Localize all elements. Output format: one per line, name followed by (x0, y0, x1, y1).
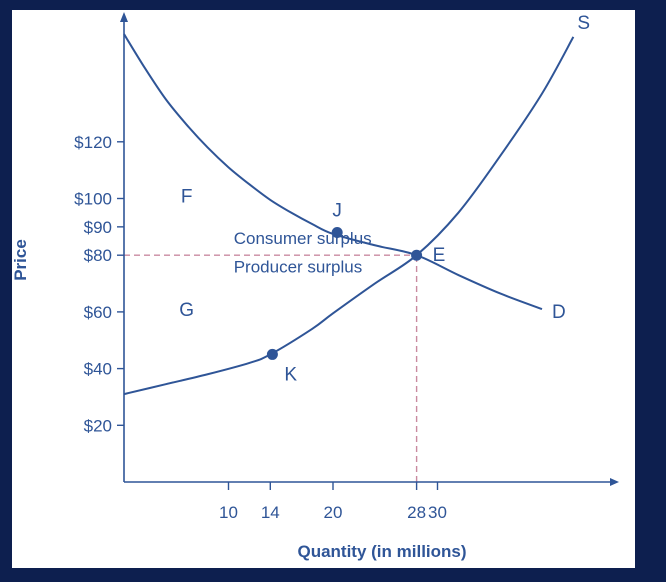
y-tick-label: $80 (84, 246, 112, 265)
x-tick-label: 14 (261, 503, 280, 522)
y-tick-label: $40 (84, 360, 112, 379)
consumer-surplus-label: Consumer surplus (234, 229, 372, 248)
y-tick-label: $120 (74, 133, 112, 152)
x-tick-label: 28 (407, 503, 426, 522)
point-e (411, 249, 423, 261)
y-tick-label: $100 (74, 190, 112, 209)
supply-curve-label: S (577, 13, 590, 34)
point-k (266, 348, 278, 360)
point-j (331, 227, 343, 239)
x-tick-label: 20 (324, 503, 343, 522)
demand-curve-label: D (552, 302, 566, 323)
point-k-label: K (284, 364, 297, 385)
area-g-label: G (179, 300, 194, 321)
x-tick-label: 10 (219, 503, 238, 522)
y-axis-arrow (120, 12, 128, 22)
y-tick-label: $90 (84, 218, 112, 237)
y-tick-label: $20 (84, 416, 112, 435)
curves: DS (123, 13, 590, 396)
supply-curve (123, 36, 575, 396)
area-f-label: F (181, 187, 193, 208)
x-axis-label: Quantity (in millions) (297, 542, 466, 561)
point-e-label: E (433, 245, 446, 266)
demand-curve (123, 33, 543, 311)
y-tick-label: $60 (84, 303, 112, 322)
x-axis-arrow (610, 478, 619, 486)
producer-surplus-label: Producer surplus (234, 258, 363, 277)
annotations: F G Consumer surplus Producer surplus (179, 187, 371, 321)
point-j-label: J (332, 201, 342, 222)
x-tick-label: 30 (428, 503, 447, 522)
y-axis-label: Price (12, 239, 30, 281)
guide-lines (124, 254, 418, 482)
points: E J K (266, 201, 446, 385)
